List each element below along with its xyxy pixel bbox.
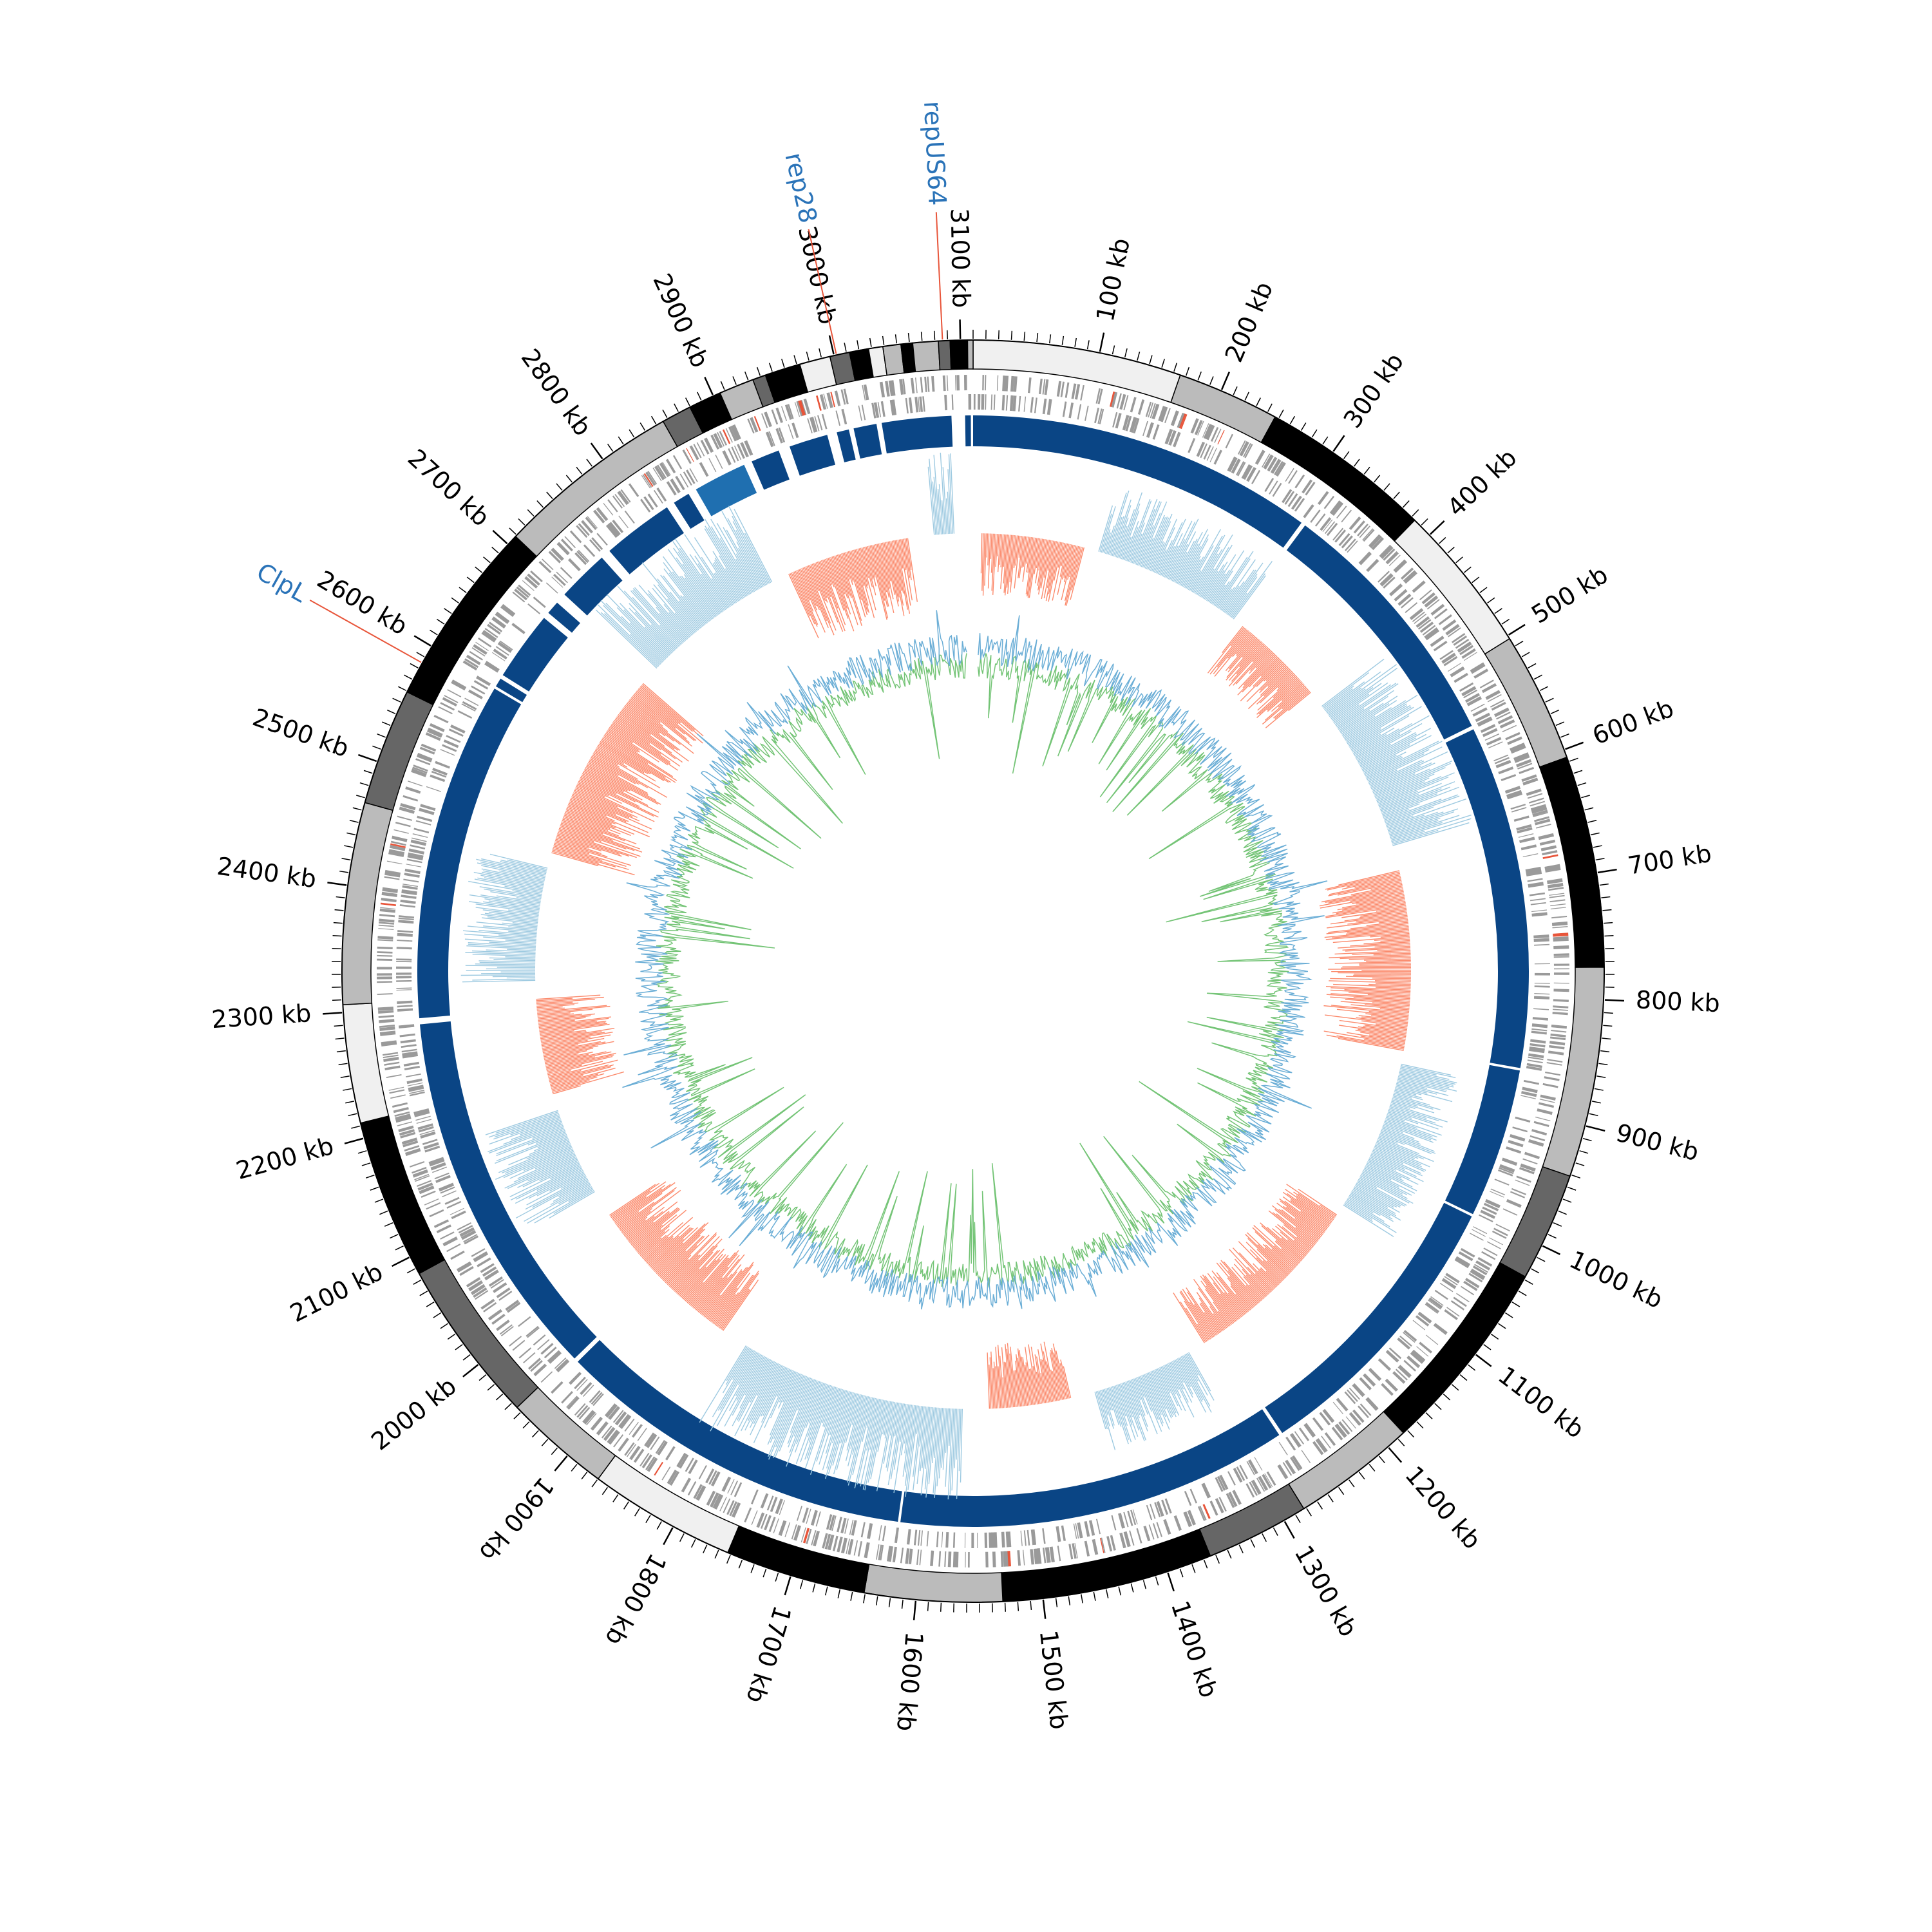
gene-track-highlight [380,391,1569,1567]
tick-label: 1800 kb [600,1549,672,1650]
tick-label: 500 kb [1526,560,1613,629]
tick-mark [1586,1125,1605,1132]
homology-ring [417,415,1529,1527]
annotation-label: ClpL [252,557,312,608]
tick-label: 1500 kb [1034,1629,1074,1731]
tick-label: 1600 kb [891,1631,929,1732]
ideogram-band [1542,967,1605,1177]
annotation-label: rep28 [779,150,822,226]
ideogram-band [949,339,969,370]
ideogram-band [938,339,952,371]
gc-content-green [655,653,1291,1288]
tick-mark [1508,623,1526,636]
annotation-leader [309,599,422,663]
tick-label: 300 kb [1338,348,1410,433]
tick-label: 400 kb [1442,443,1522,522]
tick-label: 1900 kb [473,1472,559,1566]
homology-ring-light [696,464,757,516]
tick-label: 200 kb [1219,278,1278,366]
ideogram-outline [341,339,1605,1603]
tick-mark [1542,1245,1561,1255]
tick-label: 2200 kb [233,1132,337,1185]
tick-mark [1604,999,1625,1002]
annotation-leader [935,212,943,340]
tick-label: 1000 kb [1565,1245,1667,1314]
tick-label: 2800 kb [516,344,597,441]
tick-mark [1099,332,1105,352]
gene-track-reverse [396,394,1550,1549]
tick-label: 3000 kb [793,223,842,327]
tick-mark [344,1137,364,1144]
tick-mark [1042,1599,1046,1619]
tick-mark [784,1576,791,1596]
tick-mark [959,319,961,339]
tick-mark [1220,372,1231,390]
tick-mark [704,377,714,395]
tick-mark [392,1256,410,1267]
tick-mark [913,1600,917,1620]
ideogram-band [912,340,941,373]
tick-label: 2400 kb [215,852,317,894]
tick-label: 2100 kb [285,1257,387,1327]
tick-label: 3100 kb [945,208,976,308]
tick-label: 2300 kb [211,999,312,1034]
tick-mark [1283,1520,1295,1539]
tick-label: 2700 kb [402,444,495,532]
tick-label: 2000 kb [366,1372,462,1456]
tick-label: 700 kb [1626,839,1714,880]
tick-mark [492,529,508,544]
tick-label: 100 kb [1091,236,1135,324]
tick-label: 800 kb [1635,985,1721,1018]
tick-mark [413,635,431,647]
tick-mark [1332,435,1345,452]
tick-mark [663,1527,674,1546]
ideogram-band [1499,1166,1571,1278]
tick-label: 1400 kb [1166,1597,1224,1701]
tick-mark [462,1364,479,1378]
minor-ticks [332,330,1615,1613]
tick-mark [1430,520,1445,535]
tick-mark [1388,1447,1403,1463]
tick-label: 2500 kb [249,703,353,763]
tick-label: 1700 kb [741,1602,797,1706]
tick-mark [1597,868,1617,874]
tick-mark [1565,741,1584,750]
tick-label: 1300 kb [1289,1540,1363,1641]
ideogram-band [726,1525,870,1594]
tick-label: 900 kb [1613,1119,1702,1167]
ideogram-band [967,339,974,370]
tick-label: 1200 kb [1399,1461,1486,1555]
tick-label: 1100 kb [1493,1361,1589,1444]
tick-mark [1475,1354,1492,1367]
tick-mark [828,335,835,355]
tick-mark [590,442,603,460]
tick-mark [323,1012,343,1015]
tick-label: 600 kb [1589,694,1678,750]
gc-content-blue [622,610,1328,1310]
tick-mark [327,882,347,886]
tick-mark [1167,1572,1175,1592]
annotation-leader [808,229,837,354]
annotation-label: repUS64 [918,100,952,207]
ideogram-ring [341,339,1605,1603]
gc-skew-negative [536,533,1412,1409]
tick-mark [554,1455,568,1472]
ideogram-band [516,1387,616,1480]
tick-mark [357,753,377,762]
tick-label: 2900 kb [647,269,714,372]
gene-track-forward [377,375,1569,1567]
ideogram-band [359,1115,446,1274]
gc-skew-positive [460,452,1472,1500]
